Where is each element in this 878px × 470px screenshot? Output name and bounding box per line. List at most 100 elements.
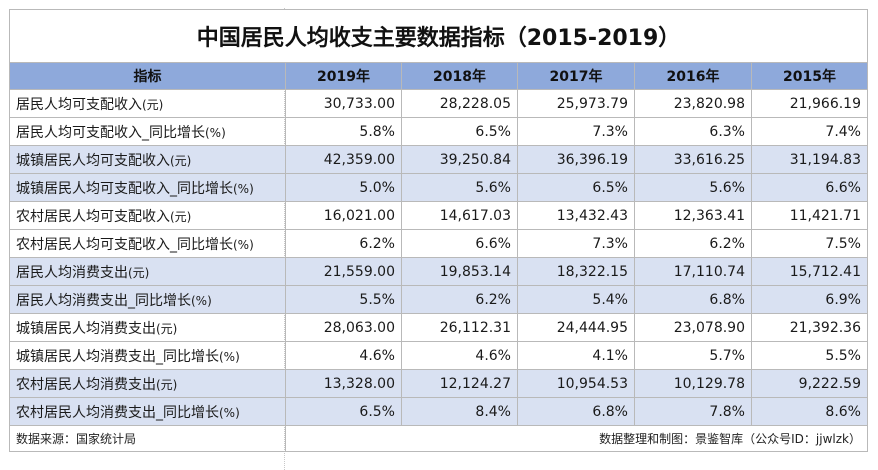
cell-2016: 33,616.25	[634, 145, 752, 174]
row-label: 居民人均消费支出(元)	[9, 257, 286, 286]
row-unit: (%)	[205, 125, 226, 140]
table-row: 城镇居民人均消费支出(元) 28,063.00 26,112.31 24,444…	[9, 313, 868, 342]
cell-2017: 10,954.53	[517, 369, 635, 398]
row-label-text: 居民人均可支配收入_同比增长	[16, 124, 205, 141]
row-label-text: 居民人均消费支出_同比增长	[16, 292, 191, 309]
row-label-text: 农村居民人均消费支出	[16, 376, 156, 393]
row-label-text: 农村居民人均可支配收入	[16, 208, 170, 225]
cell-2019: 30,733.00	[285, 89, 402, 118]
cell-2019: 5.0%	[285, 173, 402, 202]
cell-2015: 9,222.59	[751, 369, 868, 398]
table-row: 农村居民人均可支配收入(元) 16,021.00 14,617.03 13,43…	[9, 201, 868, 230]
cell-2017: 7.3%	[517, 229, 635, 258]
row-unit: (元)	[128, 265, 150, 280]
table-row: 农村居民人均可支配收入_同比增长(%) 6.2% 6.6% 7.3% 6.2% …	[9, 229, 868, 258]
row-label-text: 城镇居民人均可支配收入_同比增长	[16, 180, 233, 197]
header-year-2016: 2016年	[634, 62, 752, 90]
table-row: 居民人均可支配收入_同比增长(%) 5.8% 6.5% 7.3% 6.3% 7.…	[9, 117, 868, 146]
row-label-text: 居民人均可支配收入	[16, 96, 142, 113]
cell-2017: 5.4%	[517, 285, 635, 314]
cell-2019: 21,559.00	[285, 257, 402, 286]
cell-2016: 17,110.74	[634, 257, 752, 286]
cell-2018: 4.6%	[401, 341, 518, 370]
cell-2015: 21,966.19	[751, 89, 868, 118]
row-label-text: 城镇居民人均可支配收入	[16, 152, 170, 169]
cell-2018: 28,228.05	[401, 89, 518, 118]
row-unit: (%)	[233, 181, 254, 196]
header-year-2017: 2017年	[517, 62, 635, 90]
table-row: 居民人均可支配收入(元) 30,733.00 28,228.05 25,973.…	[9, 89, 868, 118]
cell-2015: 11,421.71	[751, 201, 868, 230]
table-row: 城镇居民人均可支配收入_同比增长(%) 5.0% 5.6% 6.5% 5.6% …	[9, 173, 868, 202]
cell-2017: 25,973.79	[517, 89, 635, 118]
cell-2017: 36,396.19	[517, 145, 635, 174]
cell-2016: 7.8%	[634, 397, 752, 426]
row-unit: (元)	[142, 97, 164, 112]
table-row: 农村居民人均消费支出_同比增长(%) 6.5% 8.4% 6.8% 7.8% 8…	[9, 397, 868, 426]
row-label: 城镇居民人均可支配收入(元)	[9, 145, 286, 174]
table-row: 城镇居民人均可支配收入(元) 42,359.00 39,250.84 36,39…	[9, 145, 868, 174]
cell-2015: 5.5%	[751, 341, 868, 370]
cell-2018: 6.2%	[401, 285, 518, 314]
row-unit: (元)	[170, 153, 192, 168]
cell-2016: 23,820.98	[634, 89, 752, 118]
cell-2019: 5.5%	[285, 285, 402, 314]
row-label: 农村居民人均可支配收入(元)	[9, 201, 286, 230]
cell-2016: 6.2%	[634, 229, 752, 258]
row-unit: (元)	[156, 321, 178, 336]
row-label: 居民人均可支配收入_同比增长(%)	[9, 117, 286, 146]
cell-2018: 6.5%	[401, 117, 518, 146]
row-label-text: 农村居民人均可支配收入_同比增长	[16, 236, 233, 253]
credit-note: 数据整理和制图：景鉴智库（公众号ID：jjwlzk）	[285, 425, 868, 452]
row-label-text: 城镇居民人均消费支出_同比增长	[16, 348, 219, 365]
cell-2017: 7.3%	[517, 117, 635, 146]
header-year-2015: 2015年	[751, 62, 868, 90]
row-label: 城镇居民人均消费支出_同比增长(%)	[9, 341, 286, 370]
row-label: 农村居民人均消费支出_同比增长(%)	[9, 397, 286, 426]
cell-2018: 6.6%	[401, 229, 518, 258]
cell-2016: 5.7%	[634, 341, 752, 370]
source-note: 数据来源：国家统计局	[9, 425, 286, 452]
cell-2019: 16,021.00	[285, 201, 402, 230]
cell-2019: 6.2%	[285, 229, 402, 258]
cell-2015: 15,712.41	[751, 257, 868, 286]
cell-2016: 5.6%	[634, 173, 752, 202]
table-row: 农村居民人均消费支出(元) 13,328.00 12,124.27 10,954…	[9, 369, 868, 398]
header-year-2018: 2018年	[401, 62, 518, 90]
cell-2015: 7.5%	[751, 229, 868, 258]
cell-2017: 24,444.95	[517, 313, 635, 342]
row-unit: (%)	[191, 293, 212, 308]
cell-2017: 13,432.43	[517, 201, 635, 230]
cell-2017: 18,322.15	[517, 257, 635, 286]
cell-2016: 12,363.41	[634, 201, 752, 230]
cell-2015: 7.4%	[751, 117, 868, 146]
row-label: 城镇居民人均可支配收入_同比增长(%)	[9, 173, 286, 202]
cell-2018: 14,617.03	[401, 201, 518, 230]
cell-2018: 26,112.31	[401, 313, 518, 342]
table-title: 中国居民人均收支主要数据指标（2015-2019）	[9, 9, 868, 63]
cell-2019: 28,063.00	[285, 313, 402, 342]
cell-2015: 6.9%	[751, 285, 868, 314]
cell-2016: 6.3%	[634, 117, 752, 146]
row-label: 农村居民人均可支配收入_同比增长(%)	[9, 229, 286, 258]
row-unit: (%)	[219, 349, 240, 364]
row-label: 农村居民人均消费支出(元)	[9, 369, 286, 398]
row-label-text: 城镇居民人均消费支出	[16, 320, 156, 337]
indicator-table: 中国居民人均收支主要数据指标（2015-2019） 指标 2019年 2018年…	[9, 9, 868, 452]
cell-2018: 19,853.14	[401, 257, 518, 286]
row-unit: (元)	[170, 209, 192, 224]
cell-2015: 8.6%	[751, 397, 868, 426]
cell-2018: 12,124.27	[401, 369, 518, 398]
cell-2019: 42,359.00	[285, 145, 402, 174]
row-label-text: 居民人均消费支出	[16, 264, 128, 281]
table-row: 居民人均消费支出_同比增长(%) 5.5% 6.2% 5.4% 6.8% 6.9…	[9, 285, 868, 314]
cell-2017: 6.5%	[517, 173, 635, 202]
row-unit: (%)	[219, 405, 240, 420]
cell-2018: 5.6%	[401, 173, 518, 202]
row-label-text: 农村居民人均消费支出_同比增长	[16, 404, 219, 421]
cell-2018: 39,250.84	[401, 145, 518, 174]
cell-2019: 6.5%	[285, 397, 402, 426]
row-label: 居民人均可支配收入(元)	[9, 89, 286, 118]
cell-2019: 13,328.00	[285, 369, 402, 398]
cell-2016: 6.8%	[634, 285, 752, 314]
